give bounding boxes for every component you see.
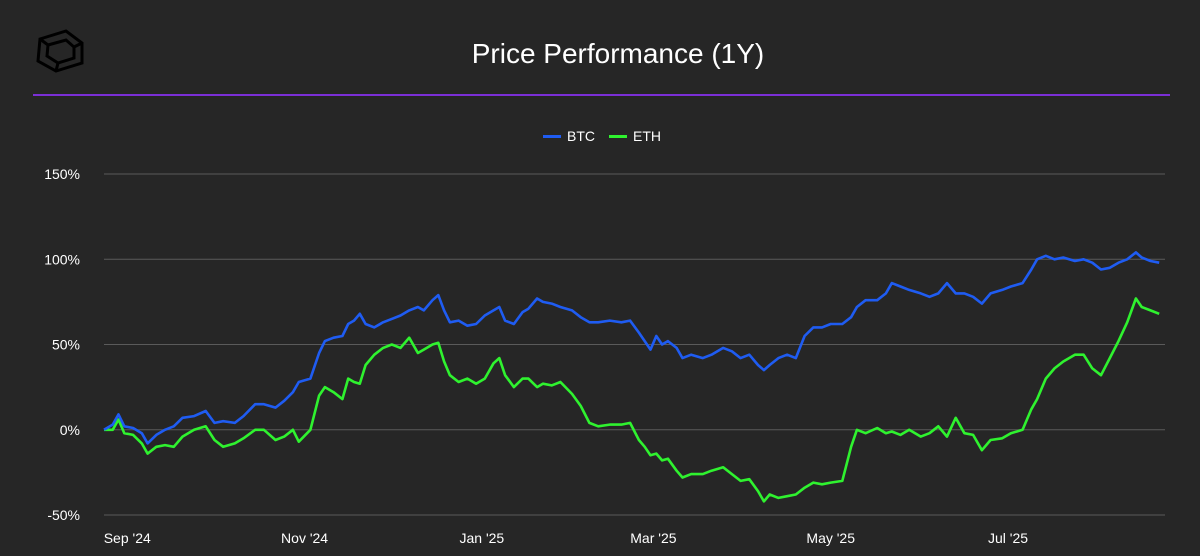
- chart-legend: BTC ETH: [0, 128, 1200, 144]
- y-tick-label: 100%: [44, 251, 80, 267]
- x-tick-label: Sep '24: [104, 530, 151, 546]
- x-tick-label: Jan '25: [460, 530, 505, 546]
- legend-label-eth: ETH: [633, 128, 661, 144]
- legend-label-btc: BTC: [567, 128, 595, 144]
- series-line-btc: [103, 251, 1160, 445]
- y-tick-label: 0%: [60, 422, 80, 438]
- y-axis-ticks: 150% 100% 50% 0% -50%: [44, 166, 80, 523]
- x-tick-label: Mar '25: [630, 530, 676, 546]
- grid-lines: [104, 173, 1165, 516]
- x-tick-label: May '25: [806, 530, 855, 546]
- legend-item-eth[interactable]: ETH: [609, 128, 661, 144]
- y-tick-label: 150%: [44, 166, 80, 182]
- y-tick-label: -50%: [47, 507, 80, 523]
- legend-item-btc[interactable]: BTC: [543, 128, 595, 144]
- x-tick-label: Nov '24: [281, 530, 328, 546]
- legend-swatch-eth: [609, 134, 627, 138]
- page-title: Price Performance (1Y): [471, 38, 765, 69]
- series-lines: [103, 251, 1160, 503]
- y-tick-label: 50%: [52, 337, 80, 353]
- x-axis-ticks: Sep '24 Nov '24 Jan '25 Mar '25 May '25 Jul '…: [104, 530, 1029, 546]
- title-divider: [33, 94, 1170, 96]
- cube-logo-icon: [36, 29, 84, 73]
- x-tick-label: Jul '25: [988, 530, 1028, 546]
- legend-swatch-btc: [543, 134, 561, 138]
- series-line-eth: [104, 297, 1160, 503]
